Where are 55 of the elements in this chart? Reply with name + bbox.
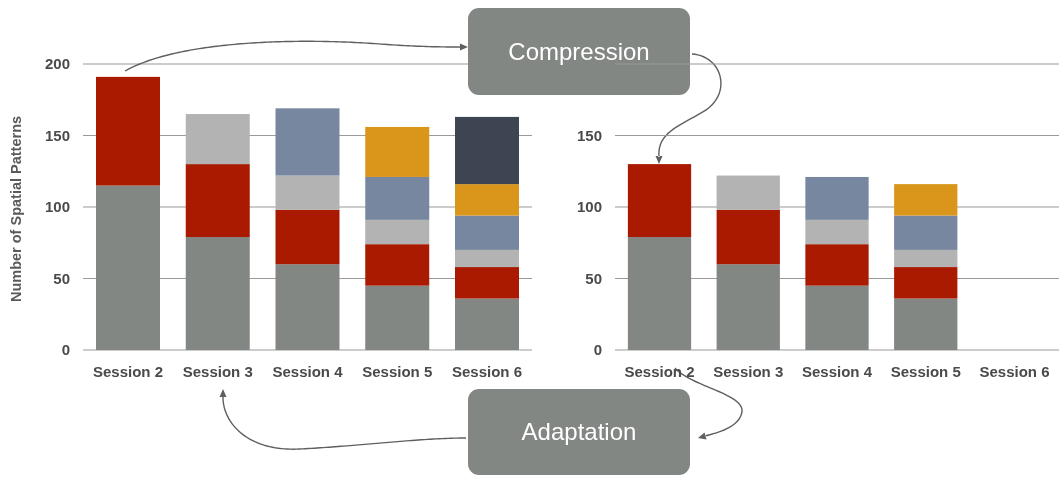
x-tick-label: Session 2: [624, 363, 695, 380]
y-tick-label: 150: [44, 126, 70, 144]
x-tick-label: Session 3: [713, 363, 784, 380]
bar: [185, 237, 250, 350]
bar: [185, 114, 250, 165]
y-tick-label: 100: [576, 198, 602, 216]
bar: [805, 244, 869, 286]
annotation: Compression: [508, 37, 650, 65]
bar: [96, 185, 160, 350]
bar: [365, 219, 430, 245]
bar: [805, 176, 869, 220]
bar: [894, 184, 958, 216]
y-tick-label: 50: [53, 269, 70, 287]
bar: [275, 264, 340, 350]
y-tick-label: 0: [593, 341, 602, 359]
y-tick-label: 0: [61, 341, 70, 359]
x-tick-label: Session 6: [451, 363, 523, 380]
y-tick-label: 100: [44, 198, 70, 216]
bar: [275, 209, 340, 265]
bar: [96, 76, 160, 186]
bar: [627, 237, 692, 350]
bar: [455, 215, 519, 250]
bar: [716, 175, 780, 210]
y-tick-label: 50: [585, 269, 602, 287]
bar: [185, 164, 250, 238]
bar: [455, 249, 519, 268]
bar: [455, 184, 519, 216]
bar: [894, 298, 958, 350]
x-tick-label: Session 4: [272, 363, 344, 380]
bar: [894, 249, 958, 268]
bar: [455, 267, 519, 299]
bar: [805, 219, 869, 245]
bar: [455, 298, 519, 350]
bar: [894, 267, 958, 299]
bar: [894, 215, 958, 250]
bar: [365, 244, 430, 286]
bar: [365, 285, 430, 350]
bar: [455, 116, 519, 185]
y-tick-label: 200: [44, 55, 70, 73]
x-tick-label: Session 4: [801, 363, 873, 380]
bar: [716, 264, 780, 350]
bar: [365, 126, 430, 177]
bar: [716, 209, 780, 265]
x-tick-label: Session 2: [92, 363, 164, 380]
bar: [275, 175, 340, 210]
bar: [275, 108, 340, 176]
x-tick-label: Session 5: [362, 363, 433, 380]
y-axis-title: Number of Spatial Patterns: [8, 115, 24, 303]
bar: [805, 285, 869, 350]
x-tick-label: Session 5: [890, 363, 961, 380]
text: Adaptation: [521, 418, 637, 446]
bar: [365, 176, 430, 220]
x-tick-label: Session 3: [182, 363, 253, 380]
x-tick-label: Session 6: [979, 363, 1050, 380]
y-tick-label: 150: [576, 126, 602, 144]
